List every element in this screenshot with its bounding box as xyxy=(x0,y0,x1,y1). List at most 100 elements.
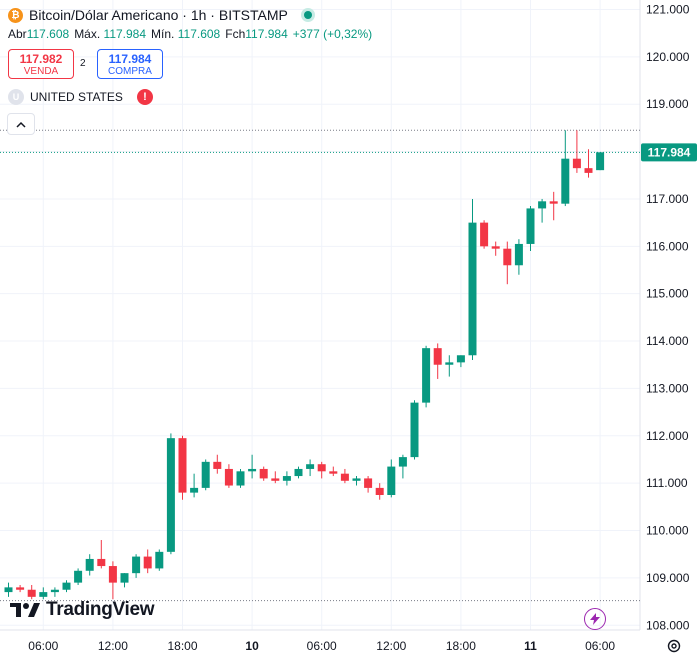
tradingview-logo[interactable]: TradingView xyxy=(10,599,155,621)
candle-body xyxy=(155,551,164,569)
candle-body xyxy=(224,468,233,486)
candle-body xyxy=(491,246,500,249)
candle-body xyxy=(143,556,152,569)
last-price-label: 117.984 xyxy=(648,145,691,159)
candle-body xyxy=(538,201,547,209)
candle-body xyxy=(526,208,535,244)
collapse-legend-button[interactable] xyxy=(7,113,35,135)
time-tick-label: 11 xyxy=(524,639,537,653)
open-value: 117.608 xyxy=(26,27,70,41)
candle-body xyxy=(50,589,59,593)
candle-body xyxy=(433,348,442,365)
candle-body xyxy=(16,587,25,590)
close-label: Fch xyxy=(225,27,246,41)
price-tick-label: 114.000 xyxy=(646,334,689,348)
time-tick-label: 06:00 xyxy=(585,639,615,653)
candle-body xyxy=(503,248,512,266)
price-tick-label: 109.000 xyxy=(646,571,690,585)
time-tick-label: 12:00 xyxy=(376,639,406,653)
candle-body xyxy=(27,589,36,597)
tradingview-logo-icon xyxy=(10,603,40,617)
price-tick-label: 113.000 xyxy=(646,381,689,395)
country-row[interactable]: U UNITED STATES ! xyxy=(8,89,153,105)
buy-button[interactable]: 117.984 COMPRA xyxy=(97,49,163,79)
price-axis-labels: 108.000 109.000 110.000 111.000 112.000 113.0… xyxy=(646,2,690,632)
candle-body xyxy=(282,476,291,481)
candle-body xyxy=(178,438,187,493)
candle-body xyxy=(468,222,477,356)
lightning-icon[interactable] xyxy=(584,608,606,630)
price-tick-label: 115.000 xyxy=(646,287,689,301)
candle-body xyxy=(248,468,257,472)
candles xyxy=(4,130,605,600)
buy-label: COMPRA xyxy=(108,66,152,77)
candle-body xyxy=(85,558,94,571)
candle-body xyxy=(306,464,315,469)
price-tick-label: 110.000 xyxy=(646,524,689,538)
price-tick-label: 121.000 xyxy=(646,2,690,16)
candle-body xyxy=(259,468,268,479)
candle-body xyxy=(340,473,349,481)
candle-body xyxy=(74,570,83,583)
price-tick-label: 116.000 xyxy=(646,239,689,253)
candle-body xyxy=(39,592,48,597)
time-tick-label: 18:00 xyxy=(167,639,197,653)
candle-body xyxy=(364,478,373,488)
open-label: Abr xyxy=(8,27,27,41)
candle-body xyxy=(375,487,384,495)
market-open-dot-icon xyxy=(303,11,312,19)
last-price-tag: 117.984 xyxy=(641,143,697,162)
bitcoin-icon: ₿ xyxy=(8,7,23,23)
gear-icon[interactable] xyxy=(666,638,682,654)
candle-body xyxy=(561,158,570,204)
candle-body xyxy=(4,587,13,593)
candle-body xyxy=(514,243,523,266)
alert-icon[interactable]: ! xyxy=(136,89,153,105)
candle-body xyxy=(62,582,71,590)
candle-body xyxy=(456,355,465,363)
logo-text: TradingView xyxy=(46,599,155,620)
candle-body xyxy=(596,152,605,171)
price-tick-label: 108.000 xyxy=(646,618,690,632)
candle-body xyxy=(387,466,396,495)
symbol-title[interactable]: Bitcoin/Dólar Americano · 1h · BITSTAMP xyxy=(29,7,288,23)
sell-button[interactable]: 117.982 VENDA xyxy=(8,49,74,79)
time-axis-labels: 06:00 12:00 18:00 10 06:00 12:00 18:00 11 06:00 xyxy=(28,639,615,653)
lightning-glyph-icon xyxy=(590,613,600,625)
low-label: Mín. xyxy=(151,27,175,41)
candle-body xyxy=(132,556,141,574)
candle-body xyxy=(572,158,581,169)
candle-body xyxy=(120,573,129,583)
candle-body xyxy=(549,201,558,204)
price-tick-label: 111.000 xyxy=(646,476,688,490)
grid-horizontal-lines xyxy=(0,8,640,626)
time-tick-label: 18:00 xyxy=(446,639,476,653)
country-badge-icon: U xyxy=(8,89,24,105)
ohlc-legend: Abr117.608 Máx. 117.984 Mín. 117.608 Fch… xyxy=(8,27,372,41)
change-value: +377 (+0,32%) xyxy=(292,27,373,41)
price-tick-label: 117.000 xyxy=(646,192,689,206)
candle-body xyxy=(108,566,117,583)
price-tick-label: 112.000 xyxy=(646,429,689,443)
candle-body xyxy=(422,348,431,403)
price-tick-label: 120.000 xyxy=(646,50,690,64)
candle-body xyxy=(294,468,303,477)
close-value: 117.984 xyxy=(245,27,288,41)
candle-body xyxy=(236,471,245,486)
time-tick-label: 06:00 xyxy=(307,639,337,653)
candle-body xyxy=(445,362,454,365)
grid-vertical-lines xyxy=(42,0,601,630)
sell-label: VENDA xyxy=(23,66,59,77)
chevron-up-icon xyxy=(16,121,26,128)
sell-price: 117.982 xyxy=(19,52,63,66)
candle-body xyxy=(329,471,338,474)
time-tick-label: 06:00 xyxy=(28,639,58,653)
low-value: 117.608 xyxy=(177,27,221,41)
symbol-header[interactable]: ₿ Bitcoin/Dólar Americano · 1h · BITSTAM… xyxy=(8,5,312,25)
candle-body xyxy=(410,402,419,458)
high-label: Máx. xyxy=(74,27,101,41)
time-tick-label: 12:00 xyxy=(98,639,128,653)
country-name: UNITED STATES xyxy=(30,90,123,104)
high-value: 117.984 xyxy=(103,27,147,41)
